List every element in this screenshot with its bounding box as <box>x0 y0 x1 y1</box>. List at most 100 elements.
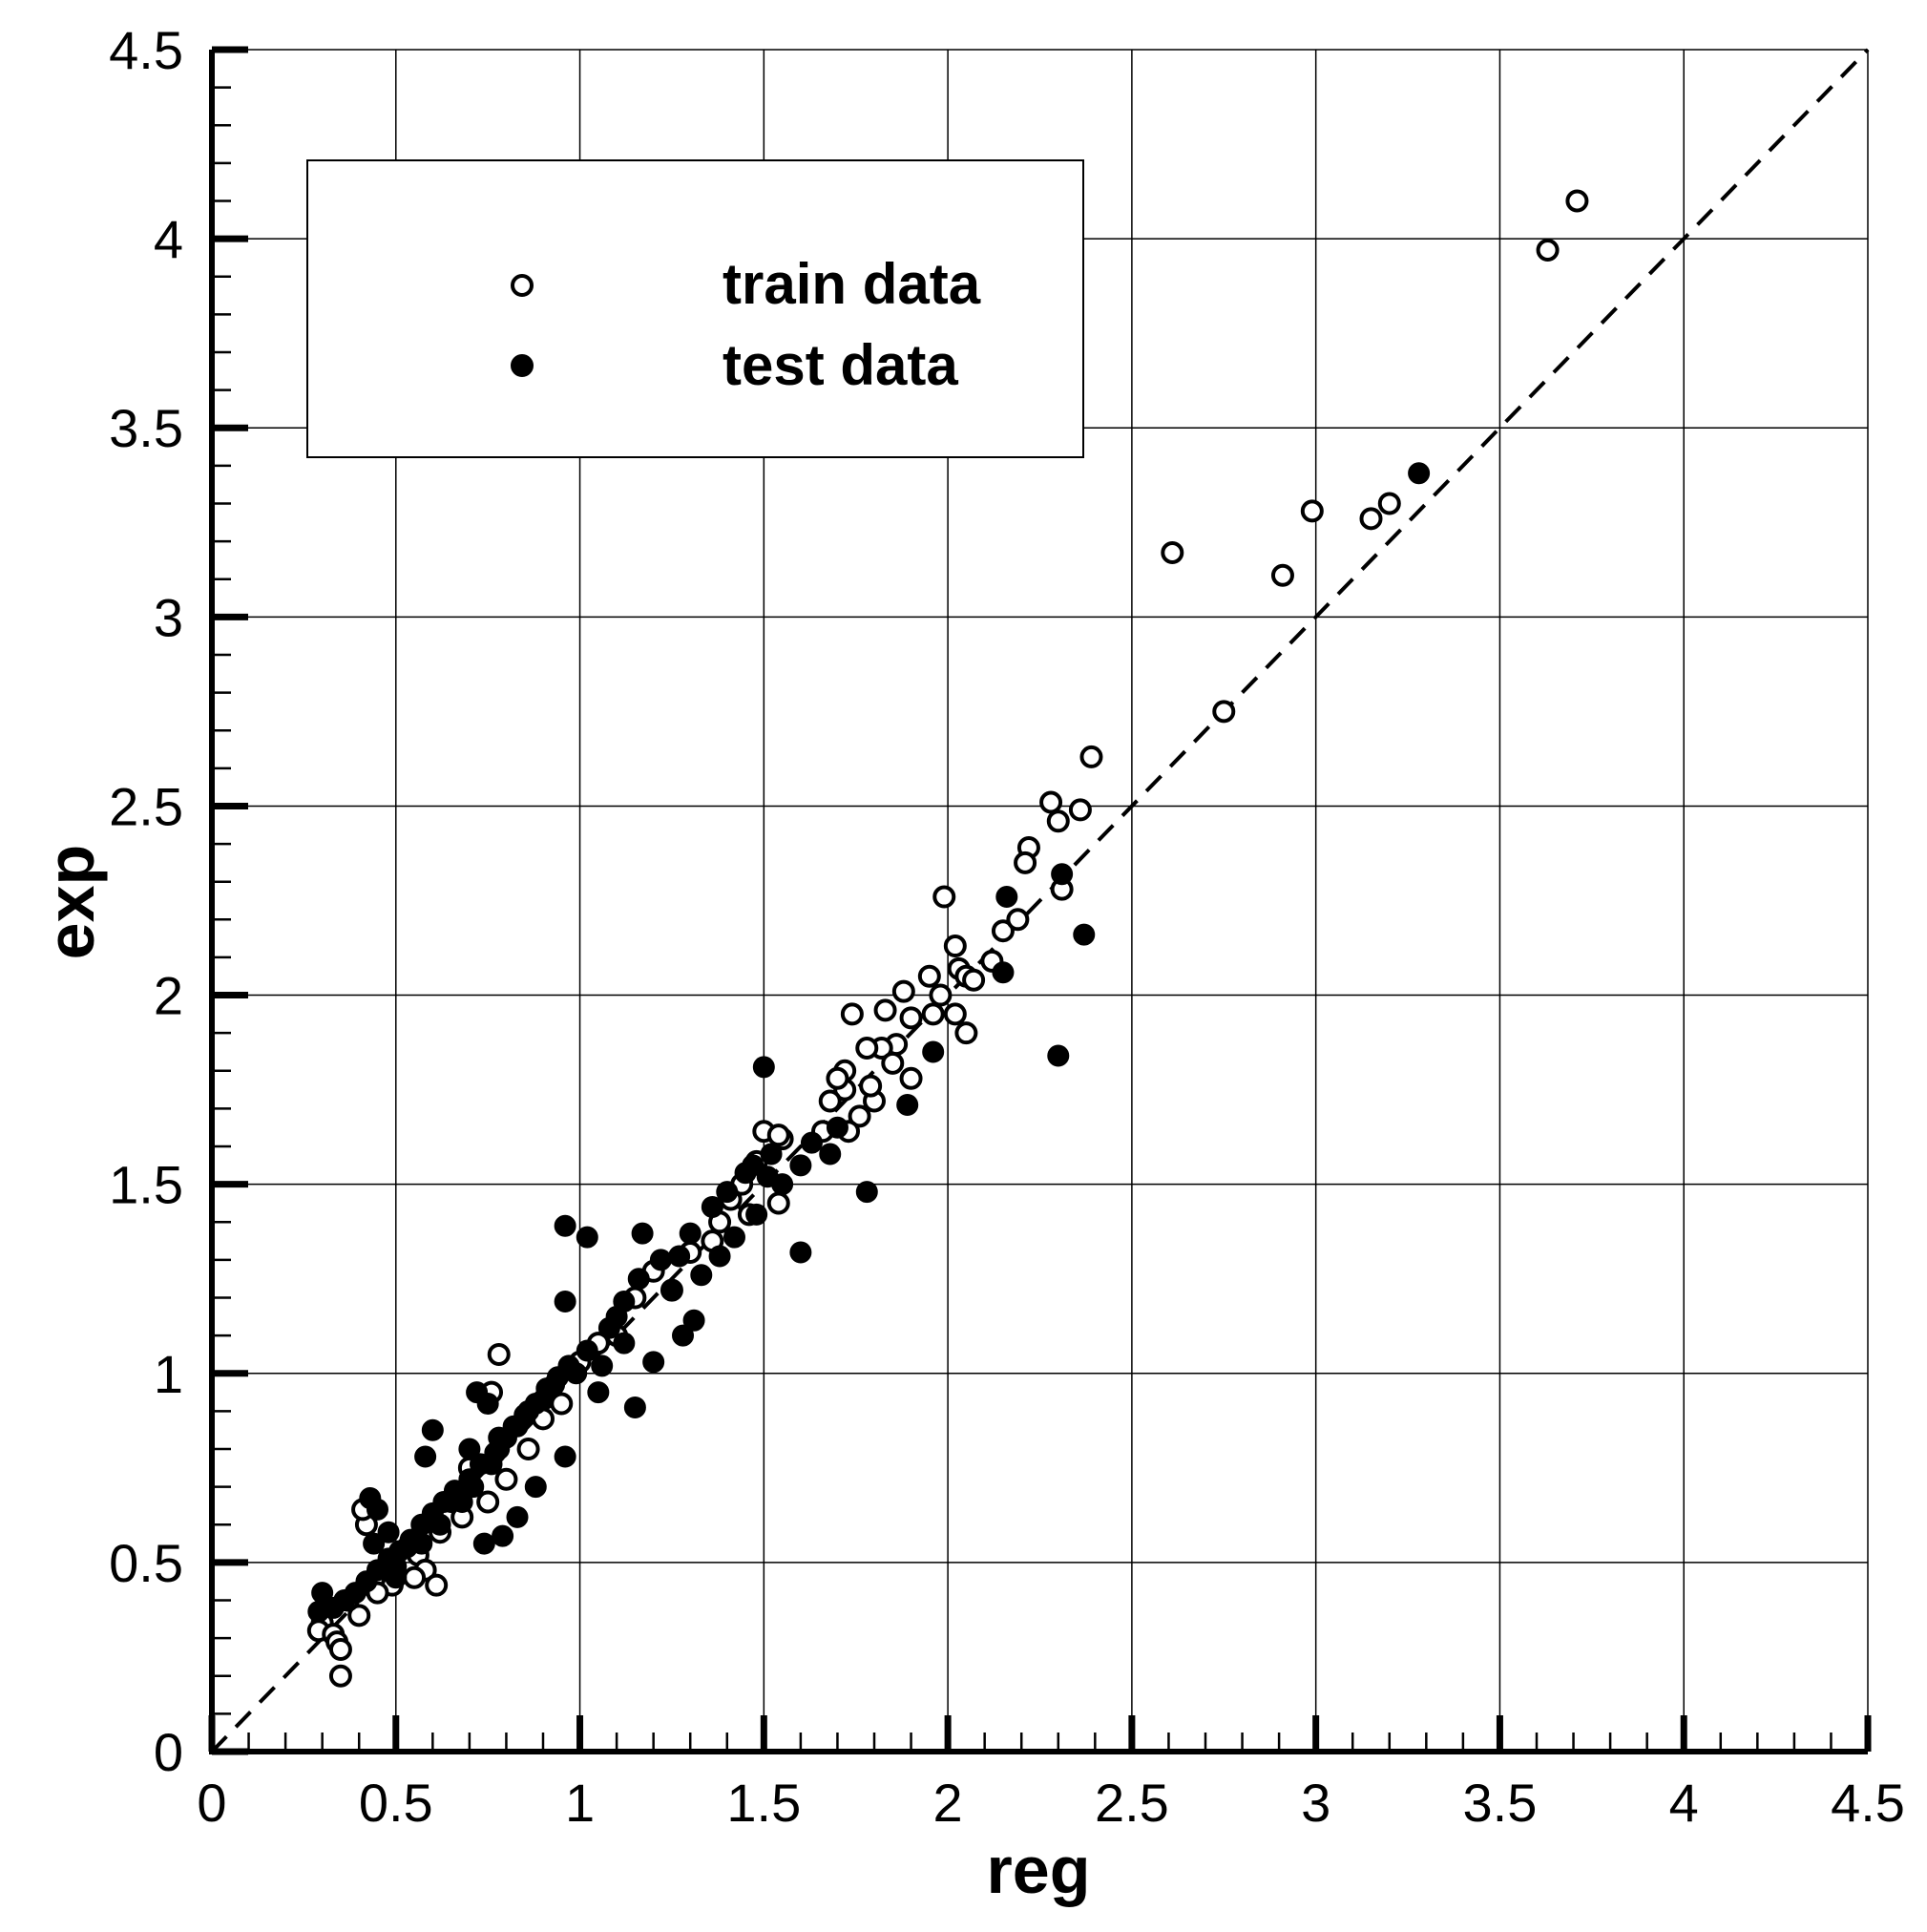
test-data-point <box>506 1505 529 1528</box>
train-data-point <box>991 919 1015 943</box>
train-data-point <box>476 1490 500 1514</box>
y-tick-label: 2 <box>154 966 183 1026</box>
train-data-point <box>891 979 915 1003</box>
train-data-point <box>848 1104 871 1128</box>
train-data-point <box>1068 798 1092 822</box>
test-data-point <box>631 1222 654 1245</box>
y-tick-label: 3 <box>154 587 183 647</box>
x-tick-label: 0 <box>197 1773 226 1833</box>
x-tick-label: 3 <box>1301 1773 1330 1833</box>
test-data-point <box>701 1195 723 1218</box>
train-data-point <box>855 1037 879 1060</box>
x-tick-label: 4.5 <box>1831 1773 1905 1833</box>
train-data-point <box>766 1191 790 1215</box>
y-tick-label: 4.5 <box>109 20 183 80</box>
train-data-point <box>516 1438 540 1461</box>
y-tick-label: 1 <box>154 1344 183 1404</box>
test-data-point <box>597 1316 620 1339</box>
x-tick-label: 1.5 <box>726 1773 801 1833</box>
data-points-layer <box>306 189 1589 1688</box>
test-data-point <box>476 1392 499 1415</box>
test-data-point <box>742 1154 765 1177</box>
x-tick-label: 3.5 <box>1463 1773 1538 1833</box>
y-tick-label: 1.5 <box>109 1155 183 1215</box>
test-data-point <box>311 1582 334 1605</box>
test-data-point <box>723 1226 745 1249</box>
train-data-point <box>899 1066 923 1090</box>
y-axis-label: exp <box>33 845 108 960</box>
test-data-point <box>414 1445 437 1468</box>
test-data-point <box>682 1309 705 1332</box>
test-data-point <box>524 1476 547 1499</box>
train-data-point <box>494 1467 518 1491</box>
test-data-point <box>623 1396 646 1418</box>
train-data-point <box>425 1573 449 1597</box>
test-data-point <box>708 1245 731 1268</box>
test-data-point <box>627 1268 650 1291</box>
test-data-point <box>385 1555 408 1578</box>
test-data-point <box>307 1600 330 1623</box>
test-data-point <box>992 961 1015 984</box>
test-data-point <box>672 1324 695 1347</box>
train-data-point <box>962 968 986 992</box>
test-data-point <box>1408 462 1431 485</box>
train-data-point <box>403 1565 427 1589</box>
axes-layer <box>208 46 1872 1755</box>
train-data-point <box>328 1664 352 1688</box>
test-data-point <box>587 1381 610 1404</box>
legend-train-label: train data <box>723 252 981 316</box>
legend-box <box>306 159 1084 458</box>
train-data-point <box>550 1392 574 1416</box>
train-data-point <box>487 1342 511 1366</box>
y-tick-label: 4 <box>154 209 183 269</box>
test-data-point <box>896 1093 919 1116</box>
test-data-point <box>395 1536 418 1559</box>
test-data-point <box>745 1203 768 1226</box>
y-tick-label: 2.5 <box>109 776 183 836</box>
train-data-point <box>1565 189 1589 213</box>
test-data-point <box>462 1476 485 1499</box>
x-tick-label: 2.5 <box>1095 1773 1169 1833</box>
test-data-point <box>642 1351 665 1374</box>
test-data-point <box>1051 863 1074 886</box>
train-data-point <box>1300 499 1324 523</box>
legend-test-label: test data <box>723 333 958 397</box>
tick-labels-layer: 0 0.5 1 1.5 2 2.5 3 3.5 4 4.5 0 0.5 1 1.5 2 2.5 3 3.5 4 4.5 <box>109 20 1905 1833</box>
train-data-point <box>1536 238 1560 262</box>
test-data-point <box>554 1214 576 1237</box>
train-data-point <box>929 983 953 1007</box>
test-data-point <box>922 1040 945 1063</box>
train-data-point <box>899 1006 923 1030</box>
train-data-point <box>921 1002 945 1026</box>
train-data-point <box>943 1002 967 1026</box>
test-data-point <box>760 1143 783 1166</box>
test-data-point <box>855 1181 878 1204</box>
x-tick-label: 4 <box>1669 1773 1699 1833</box>
train-data-point <box>347 1604 371 1628</box>
test-data-point <box>752 1056 775 1079</box>
train-data-point <box>1212 700 1236 724</box>
train-data-point <box>1079 745 1103 768</box>
test-data-point <box>554 1445 576 1468</box>
x-axis-label: reg <box>987 1833 1091 1907</box>
x-tick-label: 0.5 <box>359 1773 433 1833</box>
y-tick-label: 3.5 <box>109 398 183 458</box>
train-data-point <box>840 1002 864 1026</box>
train-data-point <box>873 998 897 1022</box>
test-data-point <box>819 1143 842 1166</box>
test-data-point <box>1073 923 1096 946</box>
test-data-point <box>679 1222 702 1245</box>
test-data-point <box>613 1332 636 1354</box>
train-data-point <box>1161 540 1184 564</box>
test-data-point <box>480 1453 503 1476</box>
test-data-point <box>377 1521 400 1544</box>
train-data-point <box>917 964 941 988</box>
x-tick-label: 2 <box>933 1773 963 1833</box>
train-data-point <box>1270 563 1294 587</box>
train-data-point <box>1006 908 1030 932</box>
legend-test-marker <box>511 354 534 377</box>
test-data-point <box>995 886 1018 909</box>
x-tick-label: 1 <box>565 1773 595 1833</box>
test-data-point <box>421 1418 444 1441</box>
